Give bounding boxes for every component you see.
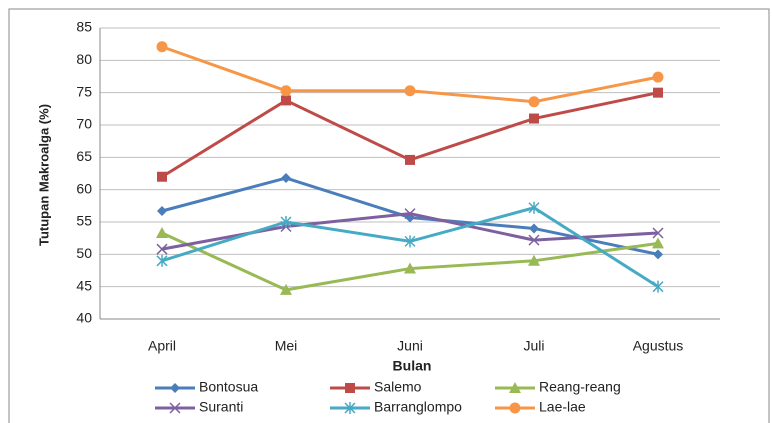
x-tick-label: Mei (275, 338, 298, 354)
marker (169, 402, 181, 414)
y-tick-label: 55 (76, 213, 92, 229)
y-tick-label: 45 (76, 277, 92, 293)
marker (652, 227, 664, 239)
marker (405, 154, 415, 165)
marker (528, 254, 540, 266)
x-tick-label: Agustus (633, 338, 684, 354)
marker (509, 382, 521, 393)
y-axis-title: Tutupan Makroalga (%) (36, 104, 51, 246)
marker (280, 283, 292, 295)
chart-frame (8, 8, 770, 423)
legend-label: Bontosua (199, 379, 258, 395)
x-tick-label: Juli (523, 338, 544, 354)
marker (156, 41, 168, 53)
y-tick-label: 75 (76, 83, 92, 99)
marker (529, 113, 539, 124)
marker (404, 262, 416, 274)
legend-label: Reang-reang (539, 379, 621, 395)
y-tick-label: 65 (76, 148, 92, 164)
marker (652, 71, 664, 83)
marker (509, 402, 521, 414)
marker (653, 87, 663, 98)
marker (157, 206, 167, 217)
marker (156, 243, 168, 255)
marker (345, 383, 355, 393)
y-tick-label: 40 (76, 310, 92, 326)
y-tick-label: 80 (76, 51, 92, 67)
marker (529, 223, 539, 234)
marker (344, 402, 356, 414)
legend-label: Lae-lae (539, 399, 586, 415)
marker (652, 237, 664, 249)
legend-label: Suranti (199, 399, 243, 415)
marker (528, 201, 540, 214)
y-tick-label: 50 (76, 245, 92, 261)
marker (281, 95, 291, 106)
marker (157, 171, 167, 182)
legend-label: Salemo (374, 379, 422, 395)
marker (404, 208, 416, 220)
marker (404, 235, 416, 248)
marker (652, 280, 664, 293)
x-tick-label: Juni (397, 338, 423, 354)
marker (528, 234, 540, 246)
y-tick-label: 70 (76, 116, 92, 132)
marker (280, 85, 292, 97)
y-tick-label: 85 (76, 19, 92, 35)
x-axis-title: Bulan (393, 358, 432, 374)
y-tick-label: 60 (76, 180, 92, 196)
marker (280, 216, 292, 228)
marker (156, 254, 168, 267)
marker (404, 85, 416, 97)
marker (653, 249, 663, 260)
x-tick-label: April (148, 338, 176, 354)
marker (528, 96, 540, 108)
marker (281, 173, 291, 184)
marker (156, 226, 168, 238)
legend-label: Barranglompo (374, 399, 462, 415)
marker (170, 383, 180, 393)
